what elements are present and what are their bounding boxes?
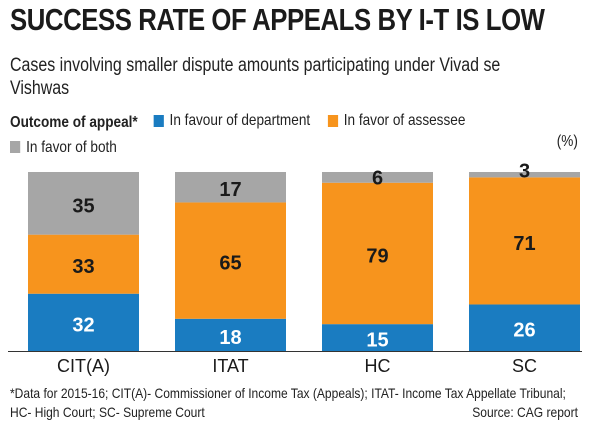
data-label-assessee: 79 [366, 245, 388, 267]
x-tick-label: ITAT [212, 356, 248, 376]
data-label-department: 32 [72, 314, 94, 336]
legend: Outcome of appeal* In favour of departme… [10, 108, 590, 161]
data-label-department: 15 [366, 330, 388, 352]
data-label-both: 6 [372, 168, 383, 190]
data-label-both: 3 [519, 160, 530, 182]
legend-swatch-department [153, 114, 164, 127]
data-label-department: 18 [219, 327, 241, 349]
legend-swatch-assessee [327, 114, 338, 127]
bar-segment-both [28, 172, 139, 235]
bar-segment-both [322, 172, 433, 183]
legend-item-department: In favour of department [153, 108, 310, 133]
bar-segment-assessee [28, 234, 139, 294]
bar-segment-assessee [322, 182, 433, 325]
legend-swatch-both [10, 141, 21, 153]
source-note: Source: CAG report [472, 404, 578, 420]
chart-title: SUCCESS RATE OF APPEALS BY I-T IS LOW [10, 2, 545, 37]
data-label-department: 26 [513, 320, 535, 342]
data-label-assessee: 65 [219, 253, 241, 275]
bar-segment-department [175, 318, 286, 351]
legend-label-both: In favor of both [26, 138, 117, 156]
footnote: *Data for 2015-16; CIT(A)- Commissioner … [10, 385, 566, 420]
bar-segment-department [322, 324, 433, 351]
bar-segment-assessee [469, 177, 580, 305]
bar-segment-assessee [175, 202, 286, 319]
bar-segment-both [469, 172, 580, 178]
legend-item-assessee: In favor of assessee [327, 108, 466, 133]
data-label-both: 35 [72, 195, 94, 217]
legend-item-both: In favor of both [10, 135, 117, 160]
data-label-assessee: 71 [513, 233, 535, 255]
chart-subtitle: Cases involving smaller dispute amounts … [10, 55, 501, 99]
legend-label-assessee: In favor of assessee [343, 112, 466, 129]
legend-label-department: In favour of department [169, 112, 311, 129]
unit-label: (%) [556, 133, 578, 150]
legend-lead: Outcome of appeal* [10, 113, 138, 131]
bar-segment-both [175, 172, 286, 203]
bar-segment-department [469, 304, 580, 351]
x-tick-label: HC [365, 356, 391, 376]
x-tick-label: SC [512, 356, 537, 376]
data-label-assessee: 33 [72, 256, 94, 278]
x-tick-label: CIT(A) [57, 356, 110, 376]
data-label-both: 17 [219, 179, 241, 201]
bar-segment-department [28, 293, 139, 351]
